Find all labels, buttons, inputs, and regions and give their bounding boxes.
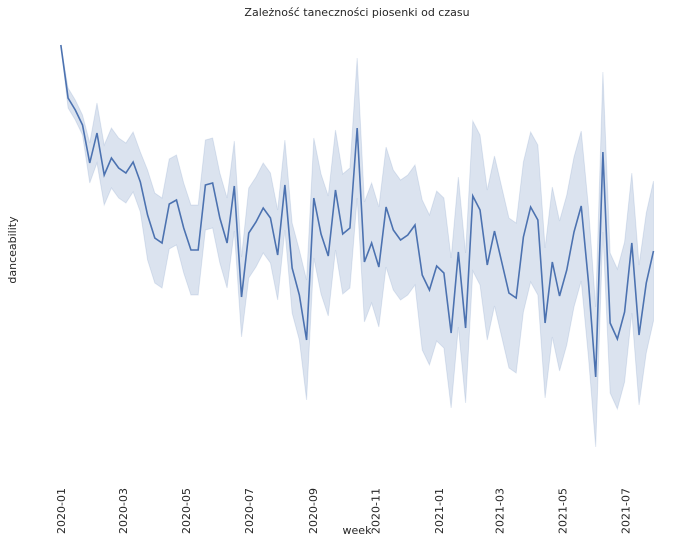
chart-title: Zależność taneczności piosenki od czasu [244, 6, 469, 19]
x-tick-label: 2020-11 [370, 488, 383, 534]
y-axis-label: danceability [6, 216, 19, 284]
line [60, 44, 655, 378]
x-tick-label: 2020-09 [307, 488, 320, 534]
x-tick-label: 2021-03 [494, 488, 507, 534]
x-tick-label: 2020-07 [243, 488, 256, 534]
x-tick-label: 2020-05 [180, 488, 193, 534]
x-tick-label: 2020-03 [117, 488, 130, 534]
x-tick-label: 2021-05 [557, 488, 570, 534]
x-tick-label: 2021-01 [433, 488, 446, 534]
confidence-band [60, 44, 654, 448]
x-tick-label: 2020-01 [55, 488, 68, 534]
x-axis-label: week [343, 524, 373, 537]
x-tick-label: 2021-07 [620, 488, 633, 534]
